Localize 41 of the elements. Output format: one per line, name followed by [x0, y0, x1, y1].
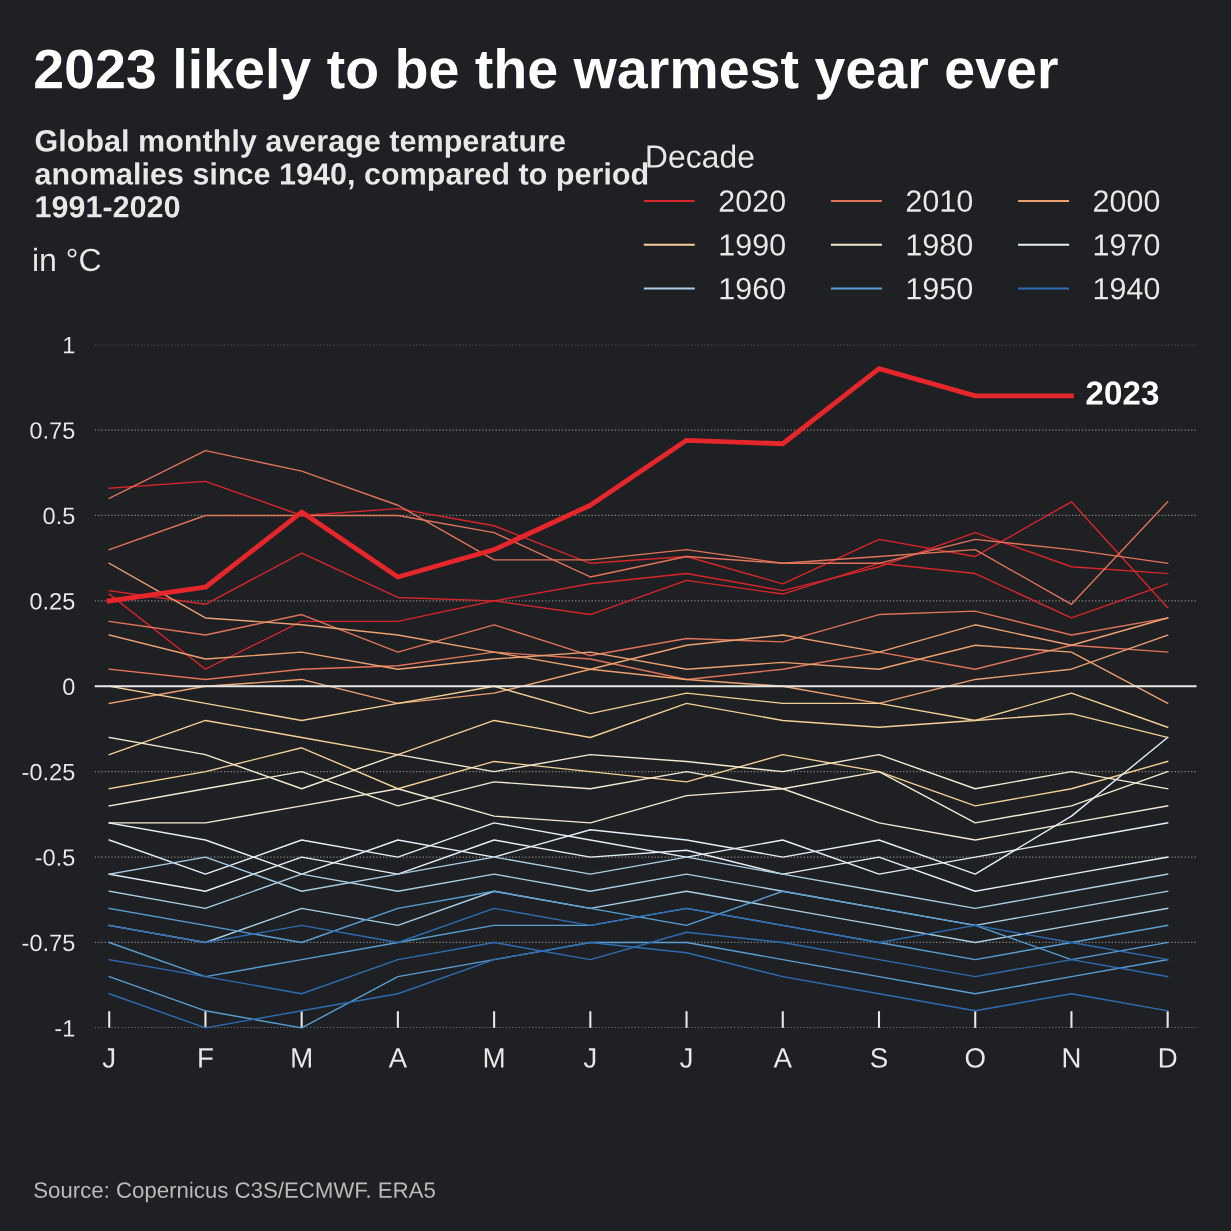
chart-subtitle: Global monthly average temperature anomalies since 1940, compared to period 1991-2020	[35, 129, 648, 218]
source-note: Source: Copernicus C3S/ECMWF. ERA5	[34, 1181, 435, 1203]
legend-label: 1940	[1094, 277, 1160, 300]
x-tick-label: M	[484, 1048, 504, 1068]
line-series	[106, 366, 1074, 604]
x-tick-label: J	[583, 1048, 596, 1068]
legend-label: 1970	[1094, 234, 1160, 256]
legend-label: 2020	[719, 190, 785, 212]
line-series	[108, 644, 1169, 681]
chart-title: 2023 likely to be the warmest year ever	[35, 47, 1058, 100]
x-tick-label: O	[965, 1048, 985, 1068]
line-series	[108, 747, 1169, 807]
legend-label: 1980	[907, 234, 973, 256]
y-tick-label: -0.25	[22, 763, 75, 781]
annotation: 2023	[1086, 381, 1159, 405]
x-tick-label: S	[871, 1048, 887, 1068]
x-tick-label: J	[680, 1048, 692, 1068]
legend-label: 1990	[720, 234, 785, 256]
legend-title: Decade	[647, 144, 754, 168]
y-tick-label: 0.25	[30, 592, 75, 610]
x-tick-label: F	[199, 1048, 213, 1068]
legend-label: 2010	[906, 190, 973, 212]
x-tick-label: A	[773, 1048, 792, 1068]
line-series	[108, 610, 1169, 657]
x-tick-label: A	[388, 1048, 408, 1068]
x-tick-label: N	[1063, 1048, 1080, 1068]
line-series	[108, 907, 1169, 961]
x-tick-label: J	[102, 1048, 115, 1068]
y-tick-label: -0.75	[22, 934, 75, 952]
y-tick-label: -0.5	[35, 849, 75, 866]
y-tick-label: 1	[64, 336, 75, 354]
x-tick-label: M	[292, 1048, 311, 1068]
x-tick-label: D	[1159, 1048, 1177, 1068]
legend-label: 1960	[720, 277, 785, 300]
legend-label: 2000	[1093, 190, 1160, 212]
y-tick-label: 0.75	[30, 422, 75, 439]
legend-label: 1950	[907, 277, 973, 300]
y-axis-title: in °C	[34, 247, 101, 272]
y-tick-label: 0	[63, 678, 75, 696]
y-tick-label: -1	[55, 1020, 75, 1037]
y-tick-label: 0.5	[43, 507, 75, 525]
